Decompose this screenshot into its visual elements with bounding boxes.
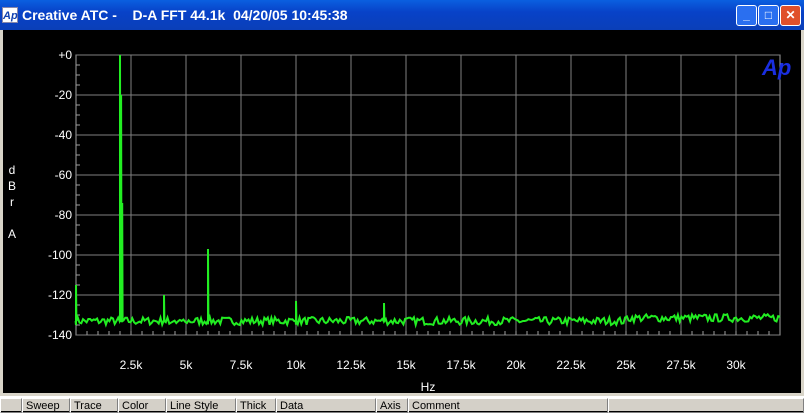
x-tick-label: 22.5k <box>556 358 586 372</box>
x-axis-label: Hz <box>421 380 436 394</box>
y-tick-label: -20 <box>55 88 73 102</box>
ap-logo: Ap <box>761 55 791 80</box>
y-axis-label: d <box>9 163 16 177</box>
x-tick-label: 5k <box>180 358 194 372</box>
close-button[interactable]: ✕ <box>780 5 801 26</box>
x-tick-label: 12.5k <box>336 358 366 372</box>
y-tick-label: -80 <box>55 208 73 222</box>
y-tick-label: -140 <box>48 328 72 342</box>
x-tick-label: 17.5k <box>446 358 476 372</box>
x-tick-label: 15k <box>396 358 416 372</box>
y-tick-label: -40 <box>55 128 73 142</box>
y-tick-label: -100 <box>48 248 72 262</box>
x-tick-label: 20k <box>506 358 526 372</box>
trace-table-header: Sweep Trace Color Line Style Thick Data Axis Co… <box>0 396 804 413</box>
x-tick-label: 25k <box>616 358 636 372</box>
x-tick-label: 27.5k <box>666 358 696 372</box>
plot-frame <box>75 54 781 336</box>
y-tick-label: -60 <box>55 168 73 182</box>
fft-chart: +0 -20 -40 -60 -80 -100 -120 -140 2.5k 5k 7.5k 10k 1… <box>8 48 791 394</box>
y-tick-label: -120 <box>48 288 72 302</box>
x-tick-label: 10k <box>286 358 306 372</box>
minimize-button[interactable]: _ <box>736 5 757 26</box>
x-tick-label: 7.5k <box>230 358 254 372</box>
maximize-button[interactable]: □ <box>758 5 779 26</box>
y-axis-label: A <box>8 227 16 241</box>
y-axis-label: B <box>8 179 16 193</box>
y-tick-label: +0 <box>58 48 72 62</box>
x-tick-label: 2.5k <box>120 358 144 372</box>
y-axis-label: r <box>10 195 14 209</box>
spectrum-trace <box>74 54 781 329</box>
title-bar: Ap Creative ATC - D-A FFT 44.1k 04/20/05… <box>0 0 804 30</box>
window-title: Creative ATC - D-A FFT 44.1k 04/20/05 10… <box>22 7 348 23</box>
x-tick-label: 30k <box>726 358 746 372</box>
app-icon: Ap <box>2 7 18 23</box>
